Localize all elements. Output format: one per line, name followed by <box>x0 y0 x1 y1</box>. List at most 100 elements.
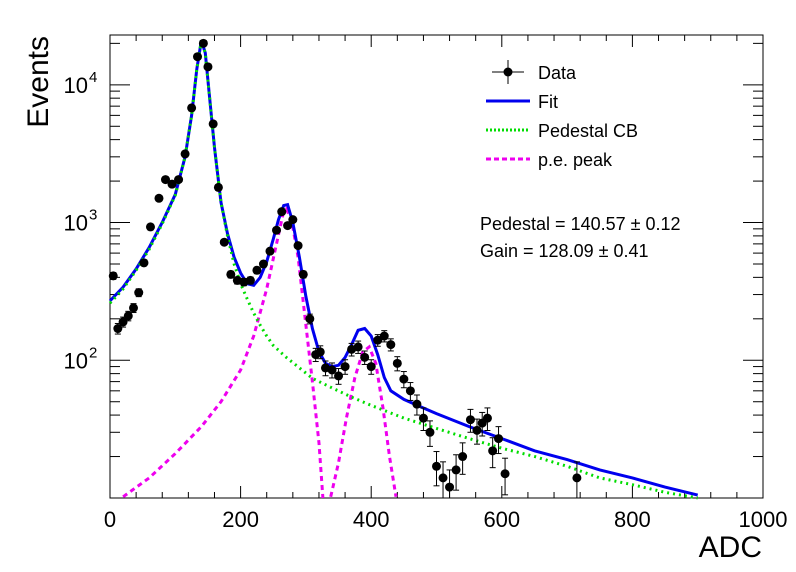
data-point <box>208 119 218 129</box>
annotation-text: Gain = 128.09 ± 0.41 <box>480 241 649 261</box>
data-marker <box>340 362 350 372</box>
data-marker <box>465 415 475 425</box>
data-marker <box>118 317 128 327</box>
data-marker <box>451 465 461 475</box>
data-point <box>187 103 197 113</box>
data-point <box>293 241 303 251</box>
data-marker <box>482 413 492 423</box>
data-point <box>226 269 236 279</box>
data-point <box>139 258 149 268</box>
data-point <box>392 356 402 372</box>
y-tick-label: 10 <box>64 73 88 98</box>
series-pedestal-cb <box>108 39 698 500</box>
data-marker <box>187 103 197 113</box>
data-marker <box>305 314 315 324</box>
data-marker <box>353 342 363 352</box>
data-marker <box>293 241 303 251</box>
data-point <box>340 359 350 375</box>
annotation-text: Pedestal = 140.57 ± 0.12 <box>480 214 681 234</box>
data-point <box>258 259 268 269</box>
data-point <box>145 222 155 232</box>
data-point <box>438 461 448 499</box>
annotation-value: Gain = 128.09 <box>480 241 599 261</box>
data-marker <box>134 288 144 298</box>
data-marker <box>129 303 139 313</box>
data-point <box>425 420 435 447</box>
data-point <box>272 225 282 235</box>
legend-entry: Pedestal CB <box>486 121 638 141</box>
data-marker <box>252 265 262 275</box>
y-tick-label: 10 <box>64 211 88 236</box>
data-point <box>219 237 229 247</box>
data-point <box>494 426 504 455</box>
legend-label: Fit <box>538 92 558 112</box>
data-point <box>108 271 118 281</box>
annotation-value: Pedestal = 140.57 <box>480 214 631 234</box>
data-point <box>386 338 396 352</box>
legend-entry: Data <box>492 60 577 84</box>
data-point <box>432 451 441 487</box>
data-point <box>283 221 293 231</box>
data-marker <box>500 469 510 479</box>
data-point <box>482 407 492 431</box>
data-marker <box>203 62 213 72</box>
data-point <box>399 371 409 389</box>
data-marker <box>180 149 190 159</box>
data-marker <box>366 362 376 372</box>
legend-label: p.e. peak <box>538 150 613 170</box>
data-marker <box>174 175 184 185</box>
data-marker <box>315 347 325 357</box>
data-marker <box>167 179 177 189</box>
data-marker <box>488 446 498 456</box>
data-marker <box>288 215 298 225</box>
data-marker <box>123 311 133 321</box>
annotation-error: 0.12 <box>641 214 681 234</box>
data-point <box>288 215 298 225</box>
data-point <box>327 362 337 379</box>
data-point <box>353 340 363 354</box>
plot-frame <box>109 34 764 499</box>
data-marker <box>418 413 428 423</box>
legend: Data Fit Pedestal CB p.e. peak <box>486 60 638 170</box>
data-point <box>366 359 376 375</box>
data-point <box>203 62 213 72</box>
data-marker <box>327 365 337 375</box>
data-marker <box>392 358 402 368</box>
data-marker <box>283 221 293 231</box>
data-marker <box>213 182 223 192</box>
annotation-pm: ± <box>631 214 641 234</box>
data-point <box>277 207 287 217</box>
legend-entry: p.e. peak <box>486 150 613 170</box>
annotations: Pedestal = 140.57 ± 0.12 Gain = 128.09 ± … <box>480 214 681 261</box>
data-point <box>123 310 133 322</box>
data-marker <box>425 427 435 437</box>
series-fit <box>108 39 699 497</box>
data-point <box>193 52 203 62</box>
y-tick-exponent: 4 <box>89 69 97 86</box>
legend-marker <box>503 67 513 77</box>
data-point <box>113 322 123 335</box>
data-marker <box>458 452 468 462</box>
data-points <box>108 38 582 499</box>
data-marker <box>572 473 582 483</box>
data-marker <box>277 207 287 217</box>
data-marker <box>108 271 118 281</box>
x-tick-label: 600 <box>483 507 520 532</box>
data-marker <box>379 331 389 341</box>
data-point <box>373 334 383 347</box>
data-marker <box>208 119 218 129</box>
data-point <box>161 175 171 185</box>
data-marker <box>438 473 448 483</box>
data-point <box>305 313 315 325</box>
data-point <box>500 457 510 496</box>
data-point <box>315 345 325 360</box>
data-marker <box>432 461 441 471</box>
data-marker <box>113 324 123 334</box>
legend-entry: Fit <box>486 92 558 112</box>
legend-label: Pedestal CB <box>538 121 638 141</box>
data-point <box>334 368 344 385</box>
x-tick-label: 800 <box>614 507 651 532</box>
data-point <box>252 265 262 275</box>
data-point <box>458 442 468 475</box>
